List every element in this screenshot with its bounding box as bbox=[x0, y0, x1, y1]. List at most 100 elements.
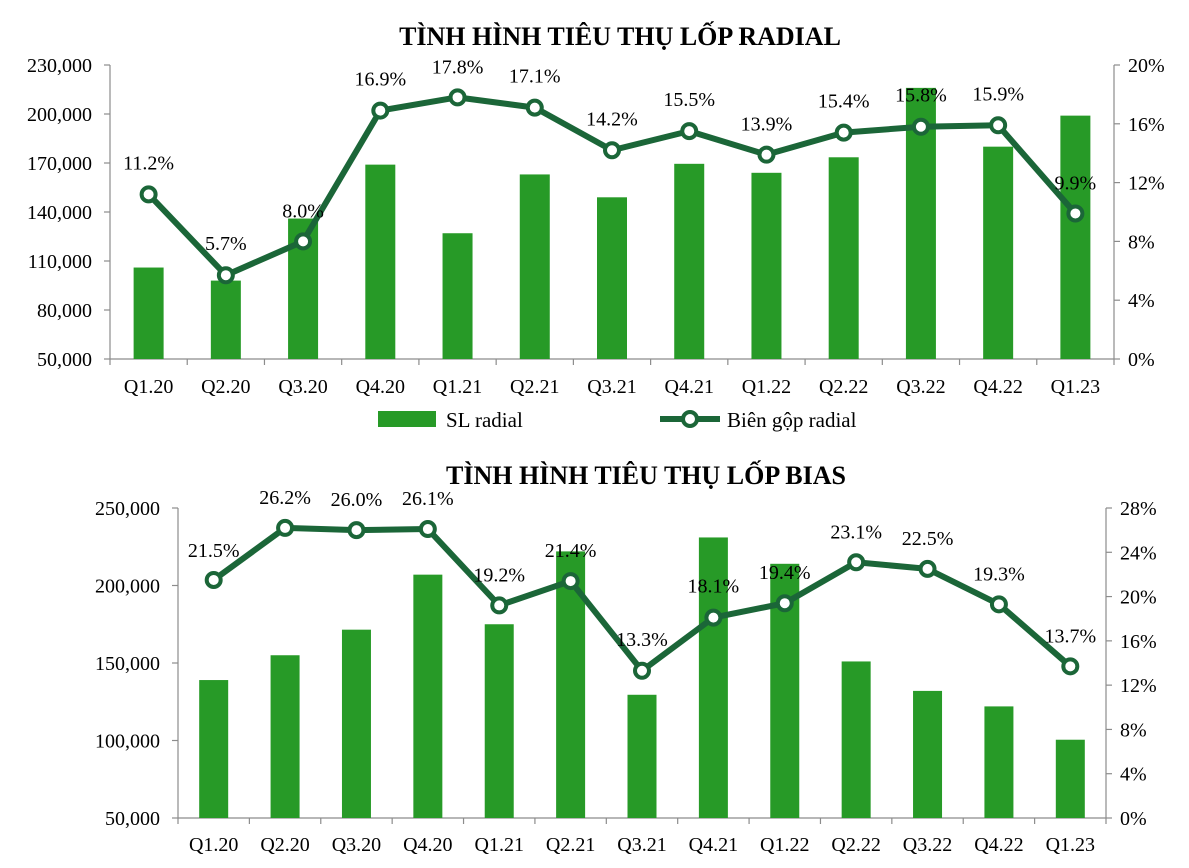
right-tick-label: 16% bbox=[1120, 631, 1157, 653]
right-tick-label: 20% bbox=[1120, 587, 1157, 609]
chart-title: TÌNH HÌNH TIÊU THỤ LỐP RADIAL bbox=[399, 22, 841, 51]
bar bbox=[841, 661, 871, 818]
data-label: 14.2% bbox=[586, 108, 638, 130]
category-label: Q2.21 bbox=[510, 376, 559, 398]
right-tick-label: 0% bbox=[1128, 349, 1155, 371]
line-point bbox=[989, 116, 1008, 135]
category-label: Q2.22 bbox=[831, 834, 880, 856]
chart-title: TÌNH HÌNH TIÊU THỤ LỐP BIAS bbox=[446, 461, 846, 490]
line-point bbox=[561, 572, 580, 591]
left-tick-label: 150,000 bbox=[95, 653, 160, 675]
data-label: 5.7% bbox=[205, 233, 247, 255]
left-tick-label: 100,000 bbox=[95, 731, 160, 753]
line-point bbox=[680, 122, 699, 141]
bar bbox=[698, 537, 728, 818]
bar bbox=[413, 574, 443, 818]
data-label: 19.2% bbox=[473, 564, 525, 586]
bar bbox=[828, 157, 859, 359]
category-label: Q1.21 bbox=[475, 834, 524, 856]
bar bbox=[199, 680, 229, 818]
line-point bbox=[757, 145, 776, 164]
right-tick-label: 12% bbox=[1128, 173, 1165, 195]
line-point bbox=[418, 520, 437, 539]
data-label: 26.1% bbox=[402, 488, 454, 510]
line-point bbox=[347, 521, 366, 540]
category-label: Q4.21 bbox=[665, 376, 714, 398]
category-label: Q1.23 bbox=[1051, 376, 1100, 398]
data-label: 15.4% bbox=[818, 91, 870, 113]
category-label: Q4.22 bbox=[973, 376, 1022, 398]
data-label: 13.7% bbox=[1044, 625, 1096, 647]
data-label: 17.1% bbox=[509, 66, 561, 88]
category-label: Q4.22 bbox=[974, 834, 1023, 856]
data-label: 19.3% bbox=[973, 563, 1025, 585]
category-label: Q1.22 bbox=[760, 834, 809, 856]
line-point bbox=[775, 594, 794, 613]
legend-label: Biên gộp radial bbox=[727, 408, 857, 432]
category-label: Q3.20 bbox=[332, 834, 381, 856]
line-point bbox=[834, 123, 853, 142]
line-point bbox=[1066, 204, 1085, 223]
data-label: 9.9% bbox=[1055, 172, 1097, 194]
right-tick-label: 0% bbox=[1120, 808, 1147, 830]
right-tick-label: 8% bbox=[1120, 719, 1147, 741]
data-label: 13.3% bbox=[616, 629, 668, 651]
category-label: Q1.20 bbox=[124, 376, 173, 398]
category-label: Q3.20 bbox=[278, 376, 327, 398]
category-label: Q4.20 bbox=[403, 834, 452, 856]
data-label: 26.0% bbox=[331, 489, 383, 511]
left-tick-label: 170,000 bbox=[27, 153, 92, 175]
line-point bbox=[371, 101, 390, 120]
left-tick-label: 200,000 bbox=[27, 104, 92, 126]
right-tick-label: 16% bbox=[1128, 114, 1165, 136]
bar bbox=[913, 690, 943, 818]
data-label: 19.4% bbox=[759, 562, 811, 584]
line-point bbox=[525, 98, 544, 117]
bar bbox=[751, 172, 782, 359]
category-label: Q2.21 bbox=[546, 834, 595, 856]
data-label: 23.1% bbox=[830, 521, 882, 543]
line-point bbox=[490, 596, 509, 615]
left-tick-label: 80,000 bbox=[37, 300, 92, 322]
category-label: Q2.20 bbox=[260, 834, 309, 856]
line-point bbox=[448, 88, 467, 107]
legend-bar-swatch bbox=[378, 411, 436, 427]
category-label: Q3.22 bbox=[903, 834, 952, 856]
line-point bbox=[603, 141, 621, 160]
data-label: 15.9% bbox=[972, 83, 1024, 105]
left-tick-label: 50,000 bbox=[37, 349, 92, 371]
bar bbox=[983, 146, 1014, 359]
bar bbox=[365, 164, 396, 359]
data-label: 11.2% bbox=[123, 152, 174, 174]
line-point bbox=[633, 661, 651, 680]
line-point bbox=[989, 595, 1008, 614]
bar bbox=[341, 629, 371, 818]
data-label: 18.1% bbox=[688, 576, 740, 598]
category-label: Q3.22 bbox=[896, 376, 945, 398]
line-point bbox=[1061, 657, 1080, 676]
category-label: Q2.22 bbox=[819, 376, 868, 398]
data-label: 15.5% bbox=[663, 89, 715, 111]
category-label: Q4.20 bbox=[356, 376, 405, 398]
legend-line-marker bbox=[681, 410, 699, 428]
line-point bbox=[276, 518, 295, 537]
left-tick-label: 200,000 bbox=[95, 576, 160, 598]
category-label: Q4.21 bbox=[689, 834, 738, 856]
bar bbox=[133, 267, 164, 359]
left-tick-label: 250,000 bbox=[95, 498, 160, 520]
bar bbox=[484, 624, 514, 818]
right-tick-label: 20% bbox=[1128, 55, 1165, 77]
chart-1: TÌNH HÌNH TIÊU THỤ LỐP RADIAL 50,000 80,00… bbox=[27, 22, 1165, 432]
data-label: 15.8% bbox=[895, 85, 947, 107]
bar bbox=[442, 233, 473, 359]
bar bbox=[210, 280, 241, 359]
chart-2: TÌNH HÌNH TIÊU THỤ LỐP BIAS 50,000 100,000… bbox=[95, 461, 1157, 856]
line-point bbox=[204, 570, 223, 589]
line-point bbox=[216, 266, 235, 285]
data-label: 13.9% bbox=[741, 114, 793, 136]
left-tick-label: 110,000 bbox=[28, 251, 92, 273]
category-label: Q1.21 bbox=[433, 376, 482, 398]
bar bbox=[597, 197, 627, 359]
bar bbox=[519, 174, 550, 359]
